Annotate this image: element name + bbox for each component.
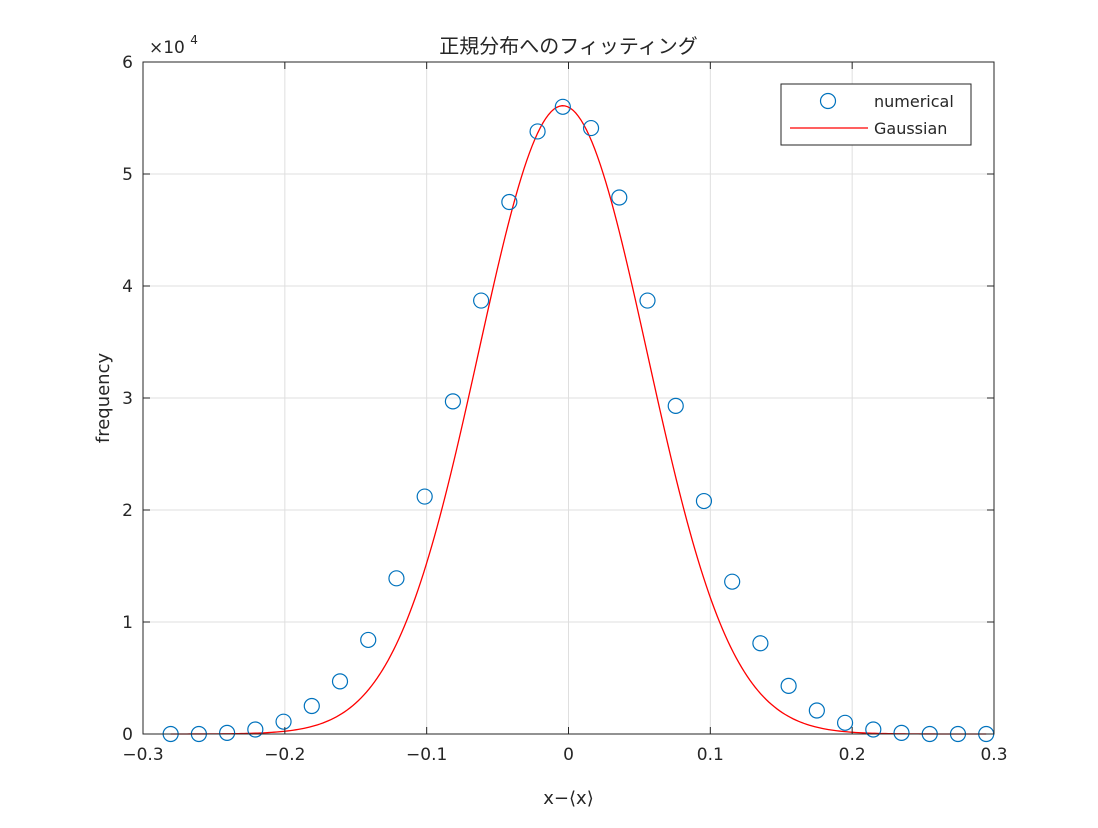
y-exponent-base: ×10: [149, 38, 185, 58]
data-point: [331, 673, 349, 690]
ticks: −0.3 −0.2 −0.1 0 0.1 0.2 0.3 0 1 2 3 4 5 6: [122, 53, 1007, 765]
y-tick-label: 0: [122, 725, 133, 745]
labels: 正規分布へのフィッティング x−⟨x⟩ frequency ×10 4: [93, 33, 698, 809]
data-point: [639, 292, 656, 309]
y-tick-label: 3: [122, 389, 133, 409]
data-point: [752, 635, 769, 652]
chart-title: 正規分布へのフィッティング: [439, 34, 697, 58]
data-point: [219, 724, 236, 741]
legend-label-gaussian: Gaussian: [874, 119, 947, 138]
y-tick-label: 1: [122, 613, 133, 633]
data-point: [724, 573, 741, 590]
y-exponent-power: 4: [190, 33, 198, 47]
data-point: [501, 193, 518, 211]
data-point: [893, 724, 910, 741]
data-point: [554, 98, 571, 115]
y-tick-label: 5: [122, 165, 133, 185]
x-tick-label: −0.2: [264, 745, 305, 765]
data-point: [695, 492, 713, 510]
gaussian-curve: [170, 105, 987, 735]
grid: [143, 62, 994, 734]
data-point: [808, 702, 825, 719]
legend-label-numerical: numerical: [874, 92, 954, 111]
data-point: [473, 292, 490, 309]
data-point: [275, 713, 292, 730]
y-axis-label: frequency: [93, 353, 114, 444]
data-point: [388, 570, 405, 587]
data-point: [611, 189, 628, 206]
x-tick-label: 0.1: [697, 745, 724, 765]
data-point: [247, 721, 264, 738]
data-point: [416, 488, 433, 505]
data-point: [444, 393, 462, 410]
legend-marker-numerical: [819, 92, 837, 110]
y-tick-label: 2: [122, 501, 133, 521]
x-tick-label: −0.3: [122, 745, 163, 765]
data-point: [360, 631, 377, 649]
data-point: [303, 697, 320, 715]
y-exponent-label: ×10 4: [149, 33, 198, 58]
data-point: [780, 677, 797, 694]
x-tick-label: 0.3: [980, 745, 1007, 765]
data-point: [836, 714, 854, 731]
legend: numerical Gaussian: [780, 83, 972, 146]
y-tick-label: 6: [122, 53, 133, 73]
series-lines: [170, 105, 987, 735]
data-point: [865, 721, 882, 738]
x-tick-label: 0: [563, 745, 574, 765]
legend-box: [780, 83, 972, 146]
x-axis-label: x−⟨x⟩: [543, 788, 593, 809]
y-tick-label: 4: [122, 277, 133, 297]
data-point: [582, 119, 600, 137]
x-tick-label: −0.1: [406, 745, 447, 765]
x-tick-label: 0.2: [839, 745, 866, 765]
data-point: [667, 397, 684, 414]
data-point: [529, 123, 546, 140]
